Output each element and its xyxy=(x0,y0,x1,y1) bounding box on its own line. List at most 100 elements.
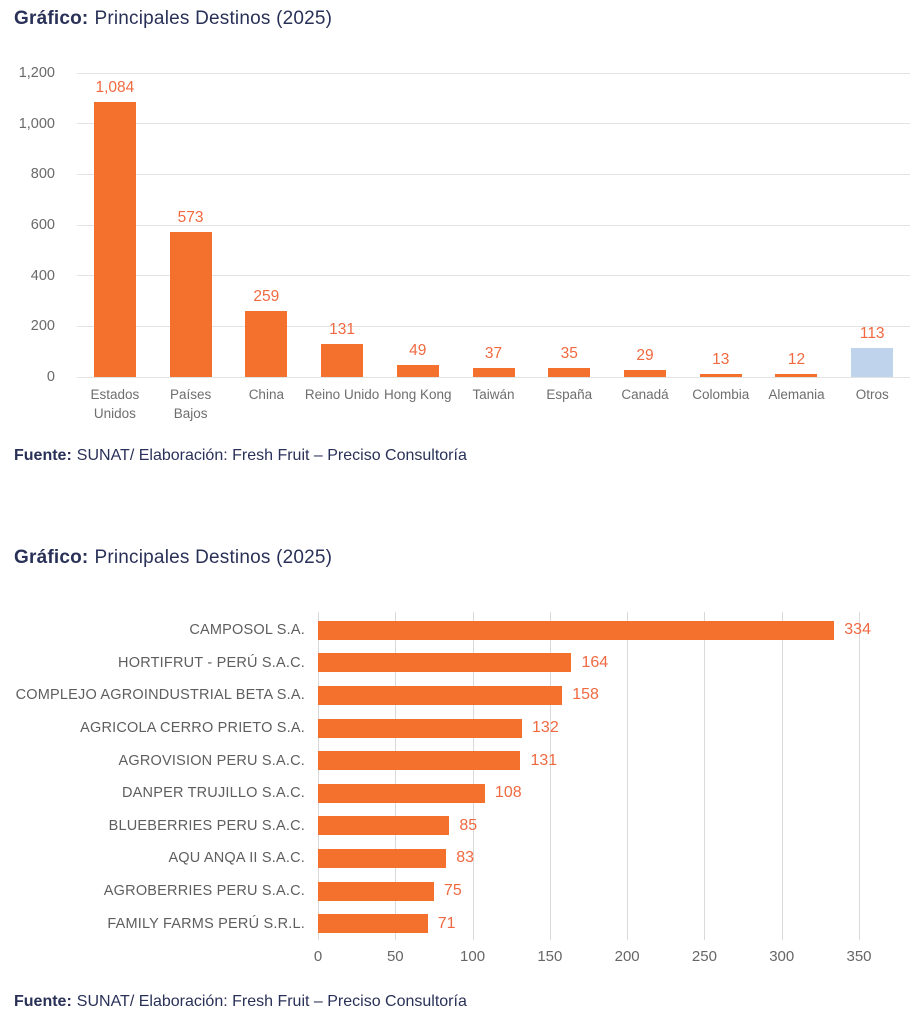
y-tick-label-600: 600 xyxy=(30,217,55,233)
bar-zone: 131 xyxy=(318,751,905,771)
gridline-y-400 xyxy=(77,275,910,277)
x-category-label-3: Reino Unido xyxy=(304,387,380,402)
bar-3 xyxy=(321,343,364,377)
company-label: AQU ANQA II S.A.C. xyxy=(168,850,305,867)
bar-slot-0: 1,084 xyxy=(77,73,153,377)
chart1-title: Gráfico: Principales Destinos (2025) xyxy=(14,8,332,30)
x-tick-label-200: 200 xyxy=(614,948,640,965)
chart2-title: Gráfico: Principales Destinos (2025) xyxy=(14,547,332,569)
bar-5 xyxy=(472,367,515,377)
bar-value-label: 1,084 xyxy=(95,79,135,97)
bar-value-label: 113 xyxy=(859,325,885,343)
y-tick-label-1200: 1,200 xyxy=(18,65,55,81)
bar-value-label: 158 xyxy=(572,686,599,704)
gridline-y-200 xyxy=(77,325,910,327)
company-label: HORTIFRUT - PERÚ S.A.C. xyxy=(118,654,305,671)
gridline-x-200 xyxy=(627,612,629,940)
gridline-x-100 xyxy=(472,612,474,940)
chart2-bars: CAMPOSOL S.A. 334 HORTIFRUT - PERÚ S.A.C. 1… xyxy=(0,614,905,940)
bar-value-label: 75 xyxy=(443,882,462,900)
bar-zone: 71 xyxy=(318,914,905,934)
x-category-label-1: Países Bajos xyxy=(169,387,212,421)
company-label: COMPLEJO AGROINDUSTRIAL BETA S.A. xyxy=(15,687,305,704)
bar-0 xyxy=(318,620,835,640)
y-tick-label-1000: 1,000 xyxy=(18,115,55,132)
bar-4 xyxy=(396,364,439,377)
gridline-y-800 xyxy=(77,173,910,175)
x-category-label-5: Taiwán xyxy=(472,387,515,402)
bar-value-label: 132 xyxy=(532,719,559,737)
bar-1 xyxy=(169,231,212,377)
x-category-label-0: Estados Unidos xyxy=(90,387,140,421)
y-tick-label-800: 800 xyxy=(30,166,55,183)
company-row-8: AGROBERRIES PERU S.A.C. 75 xyxy=(0,875,905,908)
y-tick-label-200: 200 xyxy=(30,318,55,335)
bar-8 xyxy=(318,881,434,901)
bar-3 xyxy=(318,718,523,738)
bar-value-label: 85 xyxy=(459,816,478,834)
chart2-title-prefix: Gráfico: xyxy=(14,547,89,568)
x-category-label-7: Canadá xyxy=(621,387,669,402)
bar-zone: 85 xyxy=(318,816,905,836)
company-label: FAMILY FARMS PERÚ S.R.L. xyxy=(107,915,305,932)
company-row-2: COMPLEJO AGROINDUSTRIAL BETA S.A. 158 xyxy=(0,679,905,712)
x-category-label-2: China xyxy=(248,387,284,402)
bar-1 xyxy=(318,653,572,673)
bar-9 xyxy=(775,373,818,377)
bar-value-label: 13 xyxy=(712,350,730,368)
gridline-y-1200 xyxy=(77,72,910,74)
bar-value-label: 49 xyxy=(409,341,427,359)
bar-6 xyxy=(548,368,591,377)
bar-slot-3: 131 xyxy=(304,73,380,377)
chart2-source-text: SUNAT/ Elaboración: Fresh Fruit – Precis… xyxy=(76,993,467,1010)
company-row-9: FAMILY FARMS PERÚ S.R.L. 71 xyxy=(0,907,905,940)
bar-4 xyxy=(318,751,521,771)
company-row-7: AQU ANQA II S.A.C. 83 xyxy=(0,842,905,875)
x-tick-label-50: 50 xyxy=(386,948,404,965)
bar-value-label: 334 xyxy=(844,621,871,639)
company-row-5: DANPER TRUJILLO S.A.C. 108 xyxy=(0,777,905,810)
bar-7 xyxy=(624,369,666,377)
bar-value-label: 37 xyxy=(484,344,503,362)
bar-slot-9: 12 xyxy=(759,73,835,377)
company-row-3: AGRICOLA CERRO PRIETO S.A. 132 xyxy=(0,712,905,745)
gridline-y-600 xyxy=(77,224,910,226)
y-tick-label-400: 400 xyxy=(30,267,55,284)
bar-slot-1: 573 xyxy=(153,73,229,377)
company-label: AGROBERRIES PERU S.A.C. xyxy=(103,883,305,900)
bar-6 xyxy=(318,816,450,836)
company-row-4: AGROVISION PERU S.A.C. 131 xyxy=(0,744,905,777)
chart2-title-text: Principales Destinos (2025) xyxy=(94,547,333,568)
x-tick-label-350: 350 xyxy=(846,948,872,965)
gridline-x-0 xyxy=(318,612,319,940)
chart1-source-text: SUNAT/ Elaboración: Fresh Fruit – Precis… xyxy=(76,447,467,464)
bar-value-label: 29 xyxy=(636,346,654,364)
chart2-source-prefix: Fuente: xyxy=(14,993,72,1010)
gridline-x-150 xyxy=(549,612,551,940)
bar-2 xyxy=(318,685,563,705)
chart2-x-axis: 0 50 100 150 200 250 300 350 xyxy=(314,948,872,968)
gridline-x-50 xyxy=(395,612,397,940)
bar-value-label: 259 xyxy=(253,288,280,306)
bar-zone: 83 xyxy=(318,848,905,868)
chart2-source: Fuente: SUNAT/ Elaboración: Fresh Fruit –… xyxy=(14,993,467,1011)
bar-0 xyxy=(93,102,136,377)
gridline-x-350 xyxy=(859,612,860,940)
bar-value-label: 71 xyxy=(437,914,456,932)
x-category-label-6: España xyxy=(546,387,593,402)
bar-zone: 108 xyxy=(318,783,905,803)
x-tick-label-0: 0 xyxy=(313,948,323,965)
bar-slot-7: 29 xyxy=(607,73,683,377)
x-tick-label-150: 150 xyxy=(537,948,563,965)
chart1-plot-area: 1,084 573 259 131 49 37 35 29 13 12 113 xyxy=(77,72,910,378)
company-label: CAMPOSOL S.A. xyxy=(189,622,305,639)
company-label: BLUEBERRIES PERU S.A.C. xyxy=(108,817,305,834)
x-category-label-9: Alemania xyxy=(768,387,825,402)
bar-5 xyxy=(318,783,485,803)
bar-zone: 164 xyxy=(318,653,905,673)
x-tick-label-100: 100 xyxy=(460,948,486,965)
bar-slot-2: 259 xyxy=(228,73,304,377)
chart1-x-axis: Estados Unidos Países Bajos China Reino Uni… xyxy=(77,386,910,424)
bar-2 xyxy=(245,311,288,377)
bar-slot-5: 37 xyxy=(456,73,532,377)
